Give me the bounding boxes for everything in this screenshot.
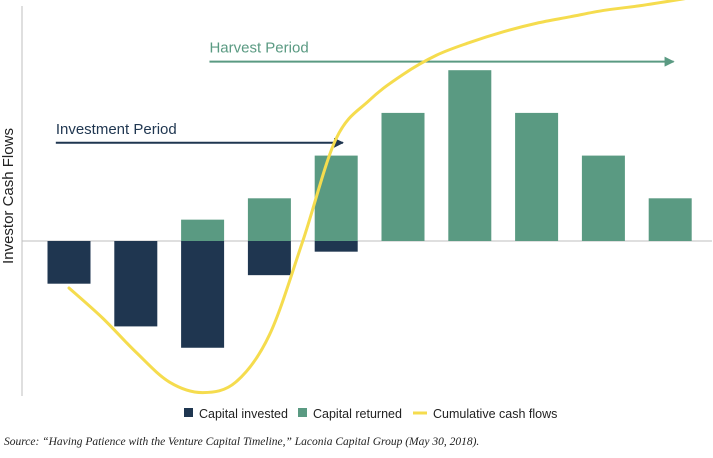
bar-capital-invested-4	[247, 241, 291, 276]
bar-capital-invested-3	[181, 241, 225, 348]
annotation-label-0: Investment Period	[56, 121, 177, 138]
bar-capital-invested-2	[114, 241, 158, 327]
source-note: Source: “Having Patience with the Ventur…	[4, 436, 480, 448]
bar-capital-returned-9	[581, 155, 625, 241]
legend-swatch-capital-returned	[298, 408, 307, 417]
bar-capital-returned-4	[247, 198, 291, 241]
legend-label-capital-invested: Capital invested	[199, 407, 288, 421]
bars-group	[47, 70, 692, 348]
legend-label-cumulative-cash-flows: Cumulative cash flows	[433, 407, 557, 421]
bar-capital-invested-5	[314, 241, 358, 252]
bar-capital-returned-10	[648, 198, 692, 241]
bar-capital-returned-6	[381, 112, 425, 242]
legend-swatch-capital-invested	[184, 408, 193, 417]
cumulative-cash-flows-line	[67, 0, 686, 395]
cumulative-line-group	[67, 0, 686, 395]
bar-capital-returned-3	[181, 219, 225, 241]
bar-capital-returned-5	[314, 155, 358, 241]
y-axis-label: Investor Cash Flows	[0, 128, 17, 264]
bar-capital-returned-8	[515, 112, 559, 242]
bar-capital-returned-7	[448, 70, 492, 241]
bar-capital-invested-1	[47, 241, 91, 284]
legend-label-capital-returned: Capital returned	[313, 407, 402, 421]
annotations-group: Investment Period Harvest Period	[55, 40, 675, 148]
annotation-label-1: Harvest Period	[209, 40, 308, 57]
chart: Investor Cash Flows Investment Period Har…	[0, 0, 712, 421]
legend: Capital invested Capital returned Cumulati…	[184, 407, 557, 421]
